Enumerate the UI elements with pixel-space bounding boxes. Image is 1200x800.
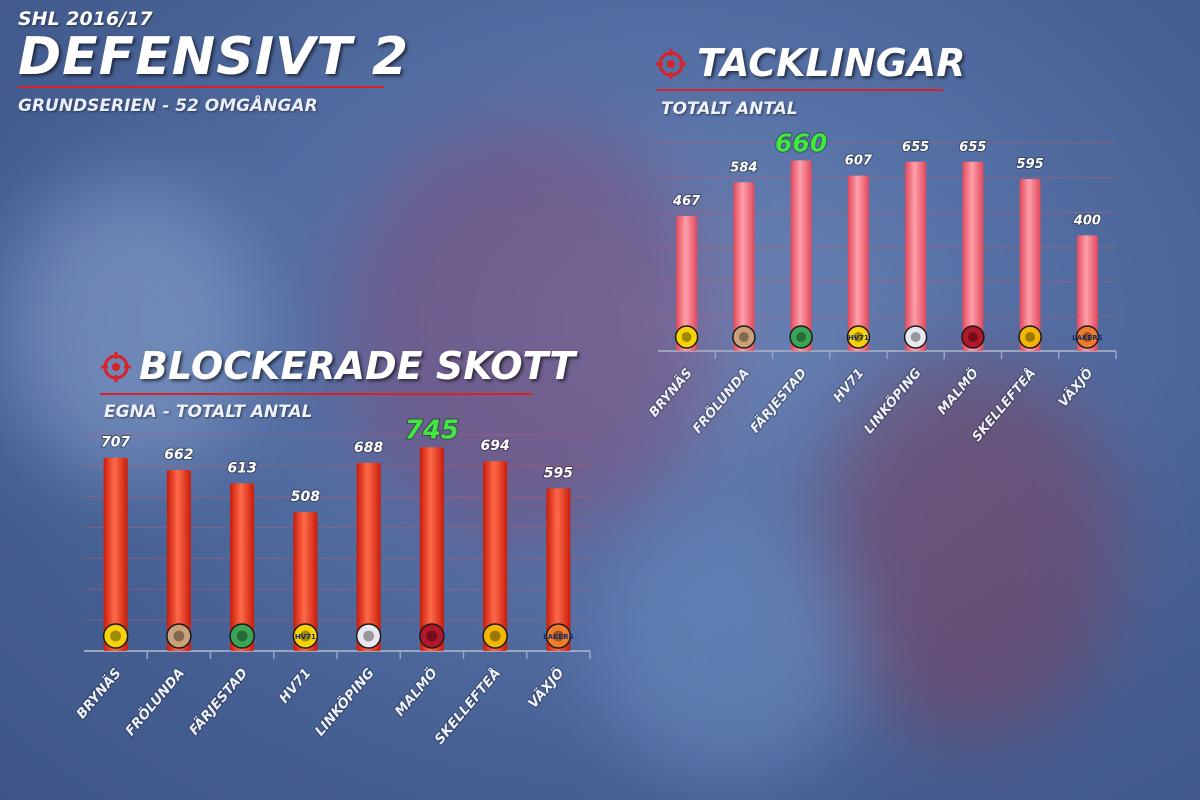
data-label: 607 bbox=[845, 154, 873, 169]
category-label: MALMÖ bbox=[934, 365, 982, 418]
hv71-logo-icon: HV71 bbox=[846, 325, 871, 349]
category-label: LINKÖPING bbox=[310, 664, 377, 739]
data-label: 508 bbox=[291, 489, 320, 505]
svg-text:LAKERS: LAKERS bbox=[1072, 334, 1103, 342]
title-underline bbox=[18, 86, 384, 88]
data-label: 400 bbox=[1073, 213, 1101, 228]
bar bbox=[230, 483, 255, 651]
category-label: FÄRJESTAD bbox=[185, 665, 251, 739]
tacklingar-underline bbox=[657, 89, 943, 91]
category-label: VÄXJÖ bbox=[1055, 365, 1096, 410]
bar bbox=[847, 175, 869, 351]
tacklingar-chart: 467 BRYNÄS 584 FRÖLUNDA 660 FÄRJESTAD 607 HV71 H… bbox=[645, 127, 1117, 445]
data-label: 660 bbox=[775, 128, 827, 157]
background-blur bbox=[600, 520, 860, 780]
bar bbox=[419, 447, 444, 651]
svg-text:HV71: HV71 bbox=[295, 633, 316, 641]
frolunda-logo-icon bbox=[166, 623, 192, 649]
category-label: BRYNÄS bbox=[646, 365, 696, 420]
brynas-logo-icon bbox=[674, 325, 699, 349]
malmo-logo-icon bbox=[961, 325, 985, 349]
bar bbox=[483, 461, 508, 651]
farjestad-logo-icon bbox=[229, 623, 255, 649]
skelleftea-logo-icon bbox=[482, 623, 508, 649]
category-label: SKELLEFTEÅ bbox=[431, 665, 504, 748]
frolunda-logo-icon bbox=[732, 325, 756, 349]
page-subtitle: GRUNDSERIEN - 52 OMGÅNGAR bbox=[18, 96, 318, 116]
data-label: 688 bbox=[354, 440, 383, 456]
crosshair-icon bbox=[656, 49, 686, 79]
data-label: 595 bbox=[544, 465, 573, 481]
bar bbox=[733, 182, 755, 351]
bar bbox=[103, 457, 128, 651]
blockerade-subtitle: EGNA - TOTALT ANTAL bbox=[104, 402, 313, 422]
brynas-logo-icon bbox=[102, 623, 129, 649]
svg-text:LAKERS: LAKERS bbox=[543, 633, 574, 641]
category-label: LINKÖPING bbox=[861, 365, 925, 437]
bar bbox=[293, 512, 318, 651]
category-label: BRYNÄS bbox=[73, 665, 125, 722]
data-label: 655 bbox=[959, 140, 986, 155]
data-label: 707 bbox=[101, 435, 130, 451]
bar bbox=[166, 469, 191, 651]
data-label: 595 bbox=[1017, 157, 1044, 172]
bar bbox=[356, 462, 381, 651]
malmo-logo-icon bbox=[419, 623, 445, 649]
bar bbox=[676, 216, 698, 351]
tacklingar-subtitle: TOTALT ANTAL bbox=[661, 99, 798, 119]
category-label: FRÖLUNDA bbox=[121, 664, 188, 739]
bar bbox=[790, 160, 812, 351]
vaxjo-logo-icon: LAKERS bbox=[1072, 325, 1103, 349]
linkoping-logo-icon bbox=[355, 623, 382, 649]
category-label: HV71 bbox=[276, 665, 314, 706]
category-label: FÄRJESTAD bbox=[747, 365, 810, 436]
bar bbox=[905, 161, 927, 351]
data-label: 662 bbox=[164, 447, 193, 463]
category-label: HV71 bbox=[831, 366, 868, 406]
tacklingar-title: TACKLINGAR bbox=[697, 41, 966, 85]
category-label: FRÖLUNDA bbox=[689, 365, 753, 436]
data-label: 694 bbox=[481, 438, 510, 454]
crosshair-icon bbox=[101, 352, 131, 382]
skelleftea-logo-icon bbox=[1018, 325, 1042, 349]
svg-text:HV71: HV71 bbox=[848, 334, 869, 342]
data-label: 613 bbox=[228, 460, 257, 476]
category-label: VÄXJÖ bbox=[524, 664, 568, 711]
farjestad-logo-icon bbox=[789, 325, 813, 349]
background-blur bbox=[0, 180, 260, 480]
blockerade-chart: 707 BRYNÄS 662 FRÖLUNDA 613 FÄRJESTAD 508 HV71 H… bbox=[72, 415, 591, 749]
league-season-label: SHL 2016/17 bbox=[18, 8, 153, 30]
linkoping-logo-icon bbox=[903, 325, 928, 349]
bar bbox=[1076, 235, 1098, 351]
background-blur bbox=[340, 120, 720, 540]
hv71-logo-icon: HV71 bbox=[292, 623, 319, 649]
blockerade-underline bbox=[100, 393, 532, 395]
data-label: 467 bbox=[672, 194, 701, 209]
data-label: 584 bbox=[730, 160, 757, 175]
background-blur bbox=[820, 360, 1120, 740]
category-label: MALMÖ bbox=[390, 664, 441, 720]
bar bbox=[546, 488, 571, 651]
vaxjo-logo-icon: LAKERS bbox=[543, 623, 574, 649]
page-header: SHL 2016/17 DEFENSIVT 2 GRUNDSERIEN - 52… bbox=[18, 8, 409, 116]
page-title: DEFENSIVT 2 bbox=[18, 27, 410, 87]
blockerade-title: BLOCKERADE SKOTT bbox=[139, 344, 576, 388]
bar bbox=[1019, 179, 1041, 351]
data-label: 655 bbox=[902, 140, 929, 155]
bar bbox=[962, 161, 984, 351]
data-label: 745 bbox=[405, 415, 459, 445]
